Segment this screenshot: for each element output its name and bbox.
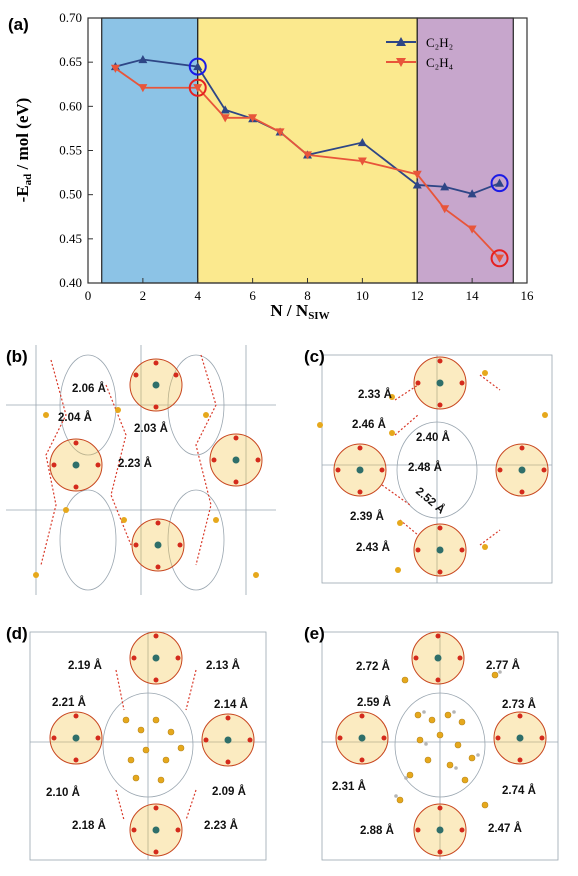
- distance-label: 2.10 Å: [46, 787, 80, 799]
- data-point: [412, 180, 422, 189]
- panel-label-b: (b): [6, 347, 28, 366]
- distance-label: 2.31 Å: [332, 781, 366, 793]
- y-tick-label: 0.55: [59, 143, 82, 158]
- panel-d: (d) 2.19 Å 2.13 Å 2.21 Å 2.14 Å 2.10 Å 2…: [6, 620, 276, 870]
- region-band: [101, 17, 199, 284]
- distance-label: 2.09 Å: [212, 786, 246, 798]
- distance-label: 2.59 Å: [357, 697, 391, 709]
- distance-label: 2.06 Å: [72, 383, 106, 395]
- structure-d-image: [6, 620, 276, 870]
- panel-label-a: (a): [8, 15, 29, 34]
- distance-label: 2.73 Å: [502, 699, 536, 711]
- y-tick-label: 0.60: [59, 98, 82, 113]
- y-tick-label: 0.70: [59, 10, 82, 25]
- legend-c2h2: C₂H₂: [426, 35, 453, 50]
- data-point: [193, 84, 203, 93]
- x-tick-label: 8: [304, 288, 311, 303]
- data-point: [193, 62, 203, 71]
- distance-label: 2.43 Å: [356, 542, 390, 554]
- data-point: [467, 189, 477, 198]
- data-point: [412, 170, 422, 179]
- panel-c: (c) 2.33 Å 2.46 Å 2.40 Å 2.48 Å 2.52 Å 2…: [300, 345, 570, 595]
- distance-label: 2.33 Å: [358, 389, 392, 401]
- distance-label: 2.23 Å: [204, 820, 238, 832]
- panel-label-c: (c): [304, 347, 325, 366]
- distance-label: 2.48 Å: [408, 462, 442, 474]
- distance-label: 2.46 Å: [352, 419, 386, 431]
- y-tick-label: 0.45: [59, 231, 82, 246]
- data-point: [220, 114, 230, 123]
- x-tick-label: 14: [466, 288, 480, 303]
- y-axis-label: -Ead / mol (eV): [13, 98, 34, 203]
- distance-label: 2.40 Å: [416, 432, 450, 444]
- panel-b: (b) 2.06 Å 2.04 Å 2.03 Å 2.23 Å: [6, 345, 276, 595]
- highlight-circle: [188, 78, 207, 97]
- series-lines: [110, 55, 505, 263]
- legend-c2h4: C₂H₄: [426, 55, 454, 70]
- distance-label: 2.21 Å: [52, 697, 86, 709]
- x-tick-label: 16: [521, 288, 535, 303]
- distance-label: 2.04 Å: [58, 412, 92, 424]
- data-point: [110, 64, 120, 73]
- axis-ticks: 0 2 4 6 8 10 12 14 16 0.40 0.45 0.50 0.55 0.60 0.65 0.7…: [59, 10, 534, 303]
- distance-label: 2.03 Å: [134, 423, 168, 435]
- highlight-circle: [490, 249, 509, 268]
- panel-label-e: (e): [304, 624, 325, 643]
- data-point: [357, 157, 367, 166]
- data-point: [303, 151, 312, 160]
- distance-label: 2.13 Å: [206, 660, 240, 672]
- distance-label: 2.19 Å: [68, 660, 102, 672]
- structure-b-image: [6, 345, 276, 595]
- highlight-circle: [188, 57, 207, 76]
- x-tick-label: 0: [85, 288, 92, 303]
- x-tick-label: 6: [249, 288, 256, 303]
- x-tick-label: 4: [195, 288, 202, 303]
- data-point: [495, 178, 505, 187]
- distance-label: 2.77 Å: [486, 660, 520, 672]
- distance-label: 2.47 Å: [488, 823, 522, 835]
- highlight-circles: [188, 57, 509, 268]
- series-line-c2h4: [114, 67, 501, 259]
- distance-label: 2.18 Å: [72, 820, 106, 832]
- data-point: [248, 114, 258, 123]
- legend: C₂H₂ C₂H₄: [386, 35, 454, 70]
- structure-c-image: [300, 345, 570, 595]
- panel-label-d: (d): [6, 624, 28, 643]
- data-point: [440, 205, 450, 214]
- data-point: [357, 138, 367, 147]
- distance-label: 2.14 Å: [214, 699, 248, 711]
- distance-label: 2.88 Å: [360, 825, 394, 837]
- adsorption-energy-chart: 0 2 4 6 8 10 12 14 16 0.40 0.45 0.50 0.55 0.60 0.65 0.7…: [8, 10, 534, 320]
- y-tick-label: 0.50: [59, 187, 82, 202]
- data-point: [275, 128, 285, 137]
- highlight-circle: [490, 174, 509, 193]
- distance-label: 2.74 Å: [502, 785, 536, 797]
- data-point: [495, 254, 505, 263]
- data-point: [440, 182, 450, 191]
- data-point: [138, 55, 148, 64]
- x-tick-label: 12: [411, 288, 424, 303]
- x-tick-label: 2: [140, 288, 147, 303]
- y-tick-label: 0.40: [59, 275, 82, 290]
- distance-label: 2.23 Å: [118, 458, 152, 470]
- x-tick-label: 10: [356, 288, 369, 303]
- distance-label: 2.39 Å: [350, 511, 384, 523]
- data-point: [138, 84, 148, 93]
- distance-label: 2.72 Å: [356, 661, 390, 673]
- data-point: [467, 225, 477, 234]
- x-axis-label: N / NSIW: [270, 301, 329, 320]
- panel-e: (e) 2.72 Å 2.77 Å 2.59 Å 2.73 Å 2.31 Å 2…: [300, 620, 570, 870]
- y-tick-label: 0.65: [59, 54, 82, 69]
- data-point: [220, 105, 230, 114]
- structure-e-image: [300, 620, 570, 870]
- cluster-shapes: [333, 356, 549, 577]
